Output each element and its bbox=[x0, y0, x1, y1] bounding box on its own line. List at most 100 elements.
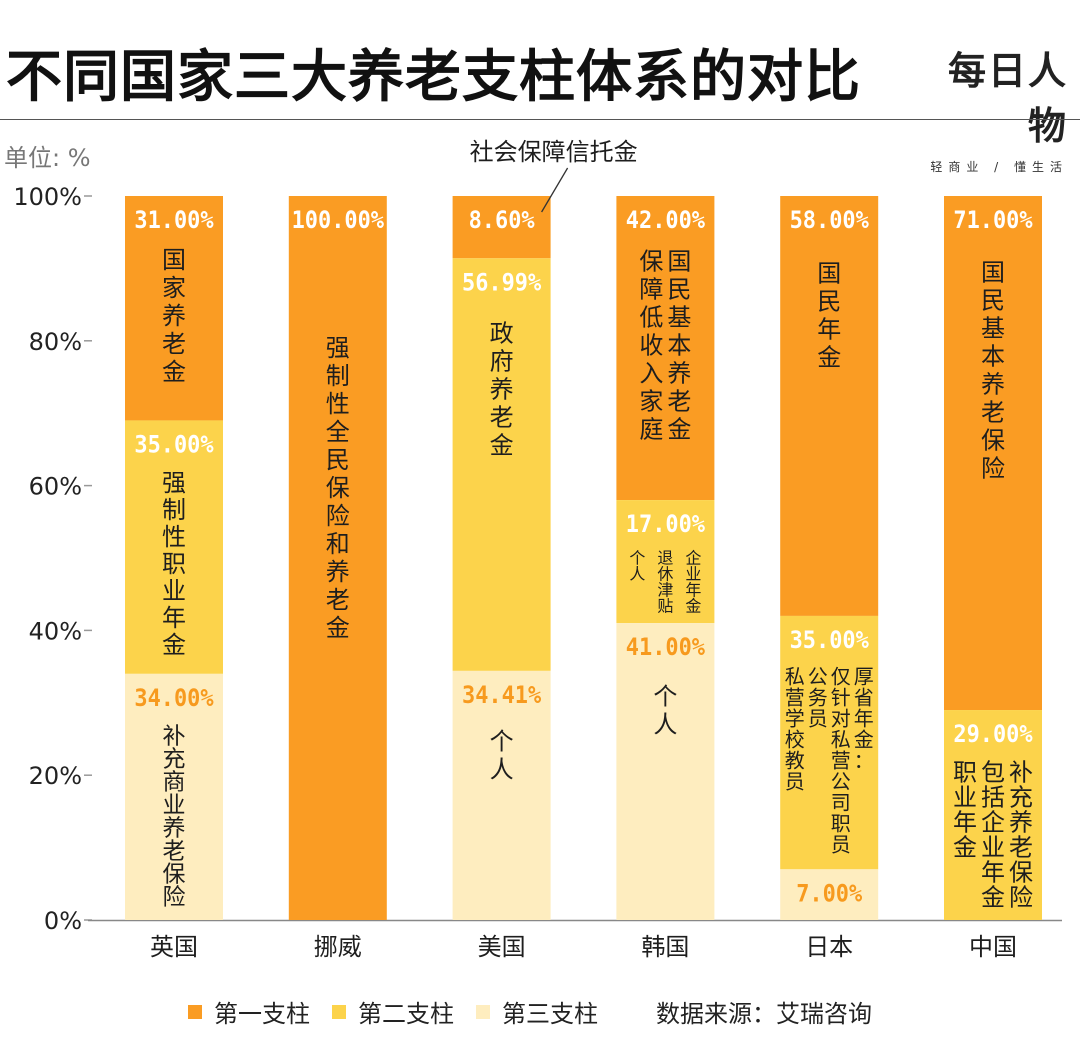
legend-label-pillar3: 第三支柱 bbox=[502, 1000, 598, 1028]
bar-description: 年 bbox=[685, 581, 701, 600]
bar-description: 金 bbox=[817, 343, 841, 371]
bar-description: 民 bbox=[817, 287, 841, 315]
bar-description: 职 bbox=[953, 759, 977, 787]
bar-description: 险 bbox=[163, 885, 186, 911]
bar-description: 金 bbox=[981, 884, 1005, 912]
bar-value-label: 71.00% bbox=[953, 206, 1033, 234]
bar-description: 强 bbox=[326, 334, 350, 362]
bar-description: 个 bbox=[653, 683, 677, 711]
legend-item-pillar2: 第二支柱 bbox=[332, 994, 454, 1029]
bar-description: 年 bbox=[981, 859, 1005, 887]
bar-segment bbox=[616, 623, 715, 920]
bar-description: 国 bbox=[817, 259, 841, 287]
bar-description: 基 bbox=[667, 303, 691, 331]
logo-mark: 每日人物 bbox=[947, 49, 1068, 148]
bar-description: 保 bbox=[639, 247, 663, 275]
y-tick-label: 40% bbox=[29, 617, 82, 645]
bar-description: ： bbox=[854, 748, 874, 772]
bar-description: 本 bbox=[981, 342, 1005, 370]
bar-description: 收 bbox=[639, 331, 663, 359]
bar-value-label: 34.41% bbox=[462, 681, 542, 709]
bar-description: 私 bbox=[831, 727, 851, 751]
bar-description: 补 bbox=[1009, 759, 1033, 787]
bar-segment bbox=[452, 258, 551, 671]
bar-description: 金 bbox=[685, 597, 701, 616]
bar-value-label: 41.00% bbox=[626, 633, 706, 661]
annotation-label: 社会保障信托金 bbox=[470, 138, 638, 166]
bar-description: 金 bbox=[162, 631, 186, 659]
bar-description: 业 bbox=[685, 565, 701, 584]
bar-segment bbox=[452, 670, 551, 920]
bar-description: 括 bbox=[981, 784, 1005, 812]
bar-description: 政 bbox=[490, 320, 514, 348]
y-tick-label: 20% bbox=[29, 762, 82, 790]
bar-value-label: 7.00% bbox=[796, 879, 862, 907]
bar-description: 老 bbox=[981, 398, 1005, 426]
bar-segment bbox=[616, 196, 715, 501]
x-category-label: 挪威 bbox=[314, 933, 362, 961]
legend-item-pillar3: 第三支柱 bbox=[476, 994, 598, 1029]
bar-description: 业 bbox=[953, 784, 977, 812]
unit-label: 单位: % bbox=[4, 144, 91, 172]
bar-description: 私 bbox=[785, 664, 805, 688]
chart-title: 不同国家三大养老支柱体系的对比 bbox=[6, 45, 861, 110]
bar-value-label: 100.00% bbox=[292, 206, 385, 234]
legend: 第一支柱 第二支柱 第三支柱 bbox=[188, 994, 620, 1029]
bar-description: 强 bbox=[162, 469, 186, 497]
bar-segment bbox=[780, 196, 879, 616]
bar-description: 和 bbox=[326, 530, 350, 558]
bar-description: 个 bbox=[490, 727, 514, 755]
bar-description: 养 bbox=[1009, 809, 1033, 837]
bar-description: 养 bbox=[981, 370, 1005, 398]
legend-item-pillar1: 第一支柱 bbox=[188, 994, 310, 1029]
bar-segment bbox=[780, 869, 879, 920]
bar-description: 制 bbox=[326, 362, 350, 390]
bar-description: 家 bbox=[639, 387, 663, 415]
y-tick-label: 80% bbox=[29, 328, 82, 356]
bar-description: 老 bbox=[326, 586, 350, 614]
bar-description: 校 bbox=[785, 727, 805, 751]
bar-value-label: 42.00% bbox=[626, 206, 706, 234]
bar-description: 职 bbox=[831, 811, 851, 835]
bar-segment bbox=[944, 196, 1042, 711]
x-category-label: 中国 bbox=[969, 933, 1017, 961]
bar-description: 业 bbox=[163, 793, 186, 819]
bar-description: 金 bbox=[667, 415, 691, 443]
header-divider bbox=[0, 119, 1080, 120]
bar-description: 基 bbox=[981, 314, 1005, 342]
bar-description: 府 bbox=[490, 348, 514, 376]
bar-description: 津 bbox=[657, 581, 673, 600]
bar-description: 商 bbox=[163, 770, 186, 796]
stacked-bar-chart: 0%20%40%60%80%100%31.00%国家养老金35.00%强制性职业… bbox=[13, 138, 1062, 961]
x-category-label: 日本 bbox=[805, 933, 853, 961]
bar-value-label: 35.00% bbox=[134, 430, 214, 458]
bar-description: 企 bbox=[981, 809, 1005, 837]
bar-description: 老 bbox=[163, 839, 186, 865]
bar-description: 性 bbox=[162, 523, 186, 551]
bar-description: 退 bbox=[657, 549, 673, 568]
bar-value-label: 31.00% bbox=[134, 206, 214, 234]
bar-value-label: 8.60% bbox=[469, 206, 535, 234]
bar-description: 务 bbox=[808, 685, 828, 709]
y-tick-label: 60% bbox=[29, 473, 82, 501]
bar-value-label: 35.00% bbox=[790, 626, 870, 654]
bar-description: 人 bbox=[629, 565, 645, 584]
bar-segment bbox=[944, 710, 1042, 920]
bar-description: 民 bbox=[667, 275, 691, 303]
bar-description: 司 bbox=[831, 790, 851, 814]
bar-description: 险 bbox=[326, 502, 350, 530]
legend-swatch-pillar3 bbox=[476, 1004, 490, 1019]
bar-value-label: 58.00% bbox=[790, 206, 870, 234]
bar-description: 老 bbox=[1009, 834, 1033, 862]
bar-description: 人 bbox=[490, 755, 514, 783]
bar-description: 老 bbox=[490, 404, 514, 432]
bar-description: 金 bbox=[854, 727, 874, 751]
bar-description: 业 bbox=[162, 577, 186, 605]
bar-description: 年 bbox=[953, 809, 977, 837]
bar-description: 充 bbox=[1009, 784, 1033, 812]
bar-description: 保 bbox=[981, 426, 1005, 454]
bar-description: 民 bbox=[326, 446, 350, 474]
bar-description: 个 bbox=[629, 549, 645, 568]
bar-description: 补 bbox=[163, 724, 186, 750]
bar-description: 保 bbox=[163, 862, 186, 888]
